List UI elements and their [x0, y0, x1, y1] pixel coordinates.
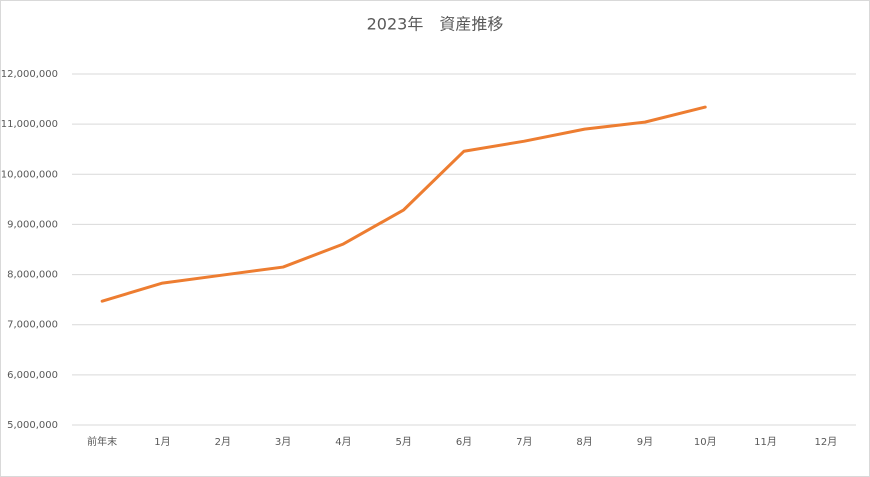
x-tick-label: 9月: [637, 436, 653, 448]
y-tick-label: 11,000,000: [1, 119, 58, 130]
x-tick-label: 7月: [516, 436, 532, 448]
x-tick-label: 5月: [396, 436, 412, 448]
x-tick-label: 12月: [814, 436, 837, 448]
x-tick-label: 前年末: [87, 435, 117, 448]
y-tick-label: 5,000,000: [7, 420, 58, 431]
data-line: [100, 105, 707, 303]
x-tick-label: 6月: [456, 436, 472, 448]
x-tick-label: 10月: [694, 436, 717, 448]
x-tick-label: 1月: [154, 436, 170, 448]
y-tick-label: 12,000,000: [1, 69, 58, 80]
x-tick-label: 4月: [335, 436, 351, 448]
x-tick-label: 11月: [754, 436, 777, 448]
x-tick-label: 3月: [275, 436, 291, 448]
y-tick-label: 7,000,000: [7, 320, 58, 331]
y-tick-label: 8,000,000: [7, 270, 58, 281]
y-tick-label: 9,000,000: [7, 219, 58, 230]
y-tick-label: 10,000,000: [1, 169, 58, 180]
y-tick-label: 6,000,000: [7, 370, 58, 381]
x-tick-label: 8月: [576, 436, 592, 448]
chart-title: 2023年 資産推移: [367, 15, 504, 34]
x-tick-label: 2月: [215, 436, 231, 448]
